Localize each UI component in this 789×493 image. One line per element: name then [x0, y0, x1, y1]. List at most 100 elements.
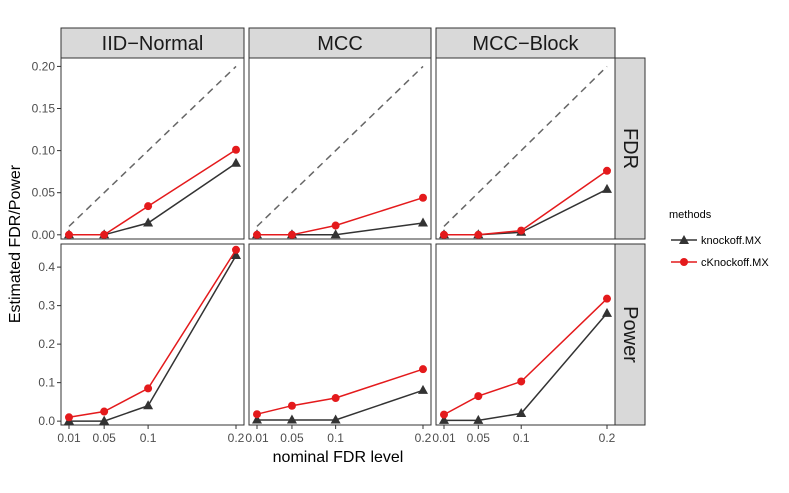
point-knockoff — [602, 307, 612, 317]
point-cknockoff — [331, 221, 340, 230]
x-tick-label: 0.2 — [228, 431, 245, 445]
strip-col-iid-normal — [60, 27, 245, 59]
point-knockoff — [439, 414, 449, 424]
point-cknockoff — [253, 410, 261, 419]
point-cknockoff — [287, 230, 296, 239]
x-tick-label: 0.05 — [467, 431, 491, 445]
panels — [60, 57, 616, 426]
series-line-knockoff — [257, 389, 424, 421]
point-knockoff — [418, 384, 428, 394]
column-strips: IID−Normal MCC MCC−Block — [60, 27, 616, 59]
x-tick-label: 0.1 — [327, 431, 344, 445]
strip-col-mcc-block — [435, 27, 616, 59]
strip-col-label: MCC — [317, 33, 363, 55]
point-cknockoff — [419, 365, 427, 374]
strip-row-fdr — [614, 57, 646, 240]
reference-diagonal-line — [443, 65, 608, 227]
legend: methods knockoff.MX cKnockoff.MX — [669, 209, 769, 269]
legend-triangle-icon — [679, 235, 689, 244]
series-line-cknockoff — [443, 298, 608, 416]
panel-fdr-iid-normal — [60, 57, 245, 240]
point-cknockoff — [144, 202, 153, 211]
y-tick-label: 0.00 — [32, 228, 56, 242]
point-knockoff — [231, 157, 241, 167]
legend-item-knockoff: knockoff.MX — [671, 235, 762, 247]
legend-title: methods — [669, 209, 712, 221]
point-cknockoff — [100, 230, 109, 239]
panel-border — [435, 57, 616, 240]
strip-row-label: Power — [619, 306, 641, 363]
legend-item-cknockoff: cKnockoff.MX — [671, 257, 769, 269]
panel-border — [435, 243, 616, 426]
point-cknockoff — [232, 245, 240, 254]
y-axis-power: 0.0 0.1 0.2 0.3 0.4 — [38, 260, 61, 428]
point-cknockoff — [65, 230, 73, 239]
point-cknockoff — [419, 193, 427, 202]
point-cknockoff — [603, 166, 611, 175]
point-cknockoff — [100, 407, 109, 416]
series-line-knockoff — [69, 255, 237, 422]
point-cknockoff — [517, 226, 526, 235]
point-knockoff — [143, 217, 154, 227]
legend-label-cknockoff: cKnockoff.MX — [701, 257, 769, 269]
panel-border — [60, 57, 245, 240]
y-tick-label: 0.10 — [32, 144, 56, 158]
strip-row-power — [614, 243, 646, 426]
point-knockoff — [602, 183, 612, 193]
point-knockoff — [231, 250, 241, 260]
panel-power-mcc — [248, 243, 432, 426]
strip-col-mcc — [248, 27, 432, 59]
x-tick-label: 0.01 — [432, 431, 456, 445]
reference-diagonal-line — [68, 65, 237, 227]
x-axis-mcc-block: 0.01 0.05 0.1 0.2 — [432, 425, 616, 445]
point-cknockoff — [474, 230, 483, 239]
panel-fdr-mcc-block — [435, 57, 616, 240]
y-tick-label: 0.4 — [38, 260, 55, 274]
point-knockoff — [252, 414, 262, 424]
panel-fdr-mcc — [248, 57, 432, 240]
reference-diagonal-line — [256, 65, 424, 227]
point-cknockoff — [232, 145, 240, 154]
x-axes: 0.01 0.05 0.1 0.2 0.01 0.05 0.1 0.2 0.01 0.05 0.1 0… — [57, 425, 616, 445]
x-tick-label: 0.01 — [57, 431, 81, 445]
series-line-cknockoff — [256, 368, 424, 415]
x-tick-label: 0.2 — [599, 431, 616, 445]
x-tick-label: 0.05 — [92, 431, 116, 445]
point-cknockoff — [603, 294, 611, 303]
x-tick-label: 0.01 — [245, 431, 269, 445]
x-axis-title: nominal FDR level — [273, 449, 404, 466]
series-line-cknockoff — [69, 149, 237, 236]
point-knockoff — [418, 217, 428, 227]
y-axis-title: Estimated FDR/Power — [7, 164, 24, 323]
y-tick-label: 0.20 — [32, 59, 56, 73]
y-tick-label: 0.0 — [38, 414, 55, 428]
panel-border — [60, 243, 245, 426]
point-cknockoff — [287, 401, 296, 410]
point-cknockoff — [440, 410, 448, 419]
y-axes: 0.00 0.05 0.10 0.15 0.20 0.0 0.1 0.2 0.3 0.4 — [32, 59, 61, 428]
series-line-cknockoff — [257, 196, 424, 236]
y-tick-label: 0.15 — [32, 102, 56, 116]
point-knockoff — [286, 414, 297, 424]
series-line-cknockoff — [444, 170, 608, 236]
x-tick-label: 0.05 — [280, 431, 304, 445]
y-axis-fdr: 0.00 0.05 0.10 0.15 0.20 — [32, 59, 61, 242]
x-tick-label: 0.1 — [140, 431, 157, 445]
point-knockoff — [473, 414, 484, 424]
point-cknockoff — [474, 392, 483, 401]
legend-circle-icon — [680, 258, 688, 266]
point-knockoff — [516, 407, 527, 417]
panel-power-mcc-block — [435, 243, 616, 426]
point-knockoff — [143, 400, 154, 410]
point-cknockoff — [517, 377, 526, 386]
x-tick-label: 0.1 — [513, 431, 530, 445]
x-axis-mcc: 0.01 0.05 0.1 0.2 — [245, 425, 432, 445]
point-cknockoff — [253, 230, 261, 239]
series-line-knockoff — [444, 312, 608, 422]
x-tick-label: 0.2 — [415, 431, 432, 445]
y-tick-label: 0.1 — [38, 376, 55, 390]
point-knockoff — [330, 229, 341, 239]
legend-label-knockoff: knockoff.MX — [701, 235, 762, 247]
y-tick-label: 0.2 — [38, 337, 55, 351]
